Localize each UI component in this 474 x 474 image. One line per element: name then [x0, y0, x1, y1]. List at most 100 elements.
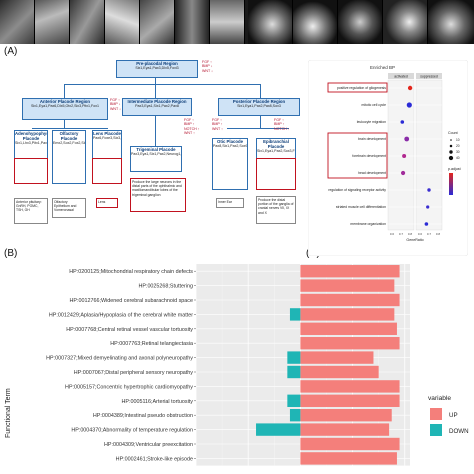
box-genes: Six1,Eya1,Pax3,Dlx5,Foxi3 [135, 66, 179, 70]
category-label: HP:0004309;Ventricular preexcitation [104, 442, 193, 448]
signal-item: WNT ↓ [202, 68, 213, 73]
olfactory-outcome-note: Olfactory Epithelium and Vomeronasal [52, 198, 86, 218]
connector-line [227, 128, 289, 129]
box-genes: Six1,Eya1,Pax2,Pax8,Sox3 [237, 104, 281, 108]
term-label: regulation of signaling receptor activit… [328, 188, 386, 192]
dot-point [404, 136, 410, 142]
signal-list-s3: FGF ↑ BMP ↑ WNT ↑ [212, 118, 223, 131]
dot-point [400, 170, 406, 176]
intermediate-placode-region-box: Intermediate Placode Region Pax3,Eya1,Si… [122, 98, 192, 116]
box-title: Otic Placode [216, 139, 244, 144]
box-genes: Emx2,Sox2,Fox2,Six1,Pax6,Ebf3,Lhx2 [53, 141, 85, 145]
bar-down [287, 365, 301, 379]
signal-item: BMP ↓ [110, 102, 121, 107]
bar-up [300, 351, 374, 364]
term-highlight-frame [327, 82, 388, 93]
epibranchial-outcome-note: Produce the distal portion of the gangli… [256, 196, 296, 224]
dotplot-title: Enriched BP [370, 65, 395, 70]
signal-item: NOTCH ↑ [184, 126, 200, 131]
facet-label: suppressed [420, 75, 438, 79]
bar-chart-content: HP:0200125;Mitochondrial respiratory cha… [46, 264, 469, 466]
legend-size-dot [450, 139, 452, 141]
x-tick-label: 0.7 [399, 232, 404, 236]
signal-item: FGF ↑ [212, 118, 222, 122]
legend-size-label: 10 [456, 138, 460, 142]
signal-item: FGF ↑ [274, 118, 284, 122]
category-label: HP:0007763;Retinal telangiectasia [110, 341, 193, 347]
micrograph-tile [383, 0, 428, 44]
bar-up [300, 337, 400, 350]
x-tick-label: 0.6 [390, 232, 395, 236]
connector-line [64, 84, 260, 85]
panel-label-b: (B) [4, 248, 18, 259]
legend-swatch [430, 424, 442, 436]
otic-placode-box: Otic Placode Pax8,Six1,Pax2,Sox9,Sox10,F… [212, 138, 248, 190]
term-label: forebrain development [352, 154, 386, 158]
term-highlight-frame [327, 132, 388, 179]
bar-down [287, 394, 301, 407]
term-label: striated muscle cell differentiation [336, 205, 386, 209]
facet-panel [387, 79, 415, 231]
microscopy-image-strip [0, 0, 474, 44]
category-label: HP:0200125;Mitochondrial respiratory cha… [69, 269, 193, 275]
box-title: Lens Placode [93, 131, 121, 136]
term-label: head development [358, 171, 386, 175]
term-label: positive regulation of gliogenesis [337, 86, 386, 90]
dot-point [426, 205, 430, 209]
signal-item: BMP ↑ [274, 122, 285, 127]
signal-list-s4: FGF ↑ BMP ↑ NOTCH ↑ WNT ↑ [184, 118, 200, 136]
bar-up [300, 308, 395, 321]
facet-header [416, 73, 442, 79]
connector-line [155, 84, 156, 98]
anterior-placode-region-box: Anterior Placode Region Six1,Eya1,Pax6,D… [22, 98, 108, 120]
x-tick-label: 0.8 [436, 232, 441, 236]
signal-item: WNT ↑ [212, 126, 223, 131]
highlight-frame [14, 158, 48, 184]
enriched-bp-dot-plot: Enriched BP activated suppressed positive … [308, 60, 468, 256]
dot-point [427, 188, 431, 192]
micrograph-tile [70, 0, 105, 44]
signal-item: BMP ↑ [184, 122, 195, 127]
box-genes: Six1,Eya1,Pax6,Dlx5,Otx2,Six3,Pitx1,Fox1 [30, 104, 100, 108]
micrograph-tile [105, 0, 140, 44]
category-label: HP:0005116;Arterial tortuosity [121, 399, 193, 405]
box-title: Anterior Placode Region [39, 99, 91, 104]
micrograph-tile [175, 0, 210, 44]
category-label: HP:0025268;Stuttering [138, 284, 193, 290]
x-tick-label: 0.6 [418, 232, 423, 236]
bar-up [300, 322, 397, 335]
box-genes: Six1,Lhx3,Pitx1,Pax6,Hesx1,Lhx4,Prop1,Tb… [15, 141, 48, 145]
signal-item: FGF ↑ [202, 60, 212, 64]
dot-point [424, 222, 429, 226]
box-genes: Pax8,Six1,Pax2,Sox9,Sox10,Foxg1,Gata3,Ne… [213, 144, 248, 148]
box-genes: Pax3,Eya1,Six1,Pax2,Pax8 [135, 104, 179, 108]
facet-header [388, 73, 414, 79]
legend-label: DOWN [449, 428, 469, 435]
micrograph-tile [210, 0, 245, 44]
category-label: HP:0004370;Abnormality of temperature re… [71, 428, 193, 434]
connector-line [64, 84, 65, 98]
bar-up [300, 409, 392, 422]
bar-up [300, 293, 400, 307]
bar-up [300, 265, 400, 278]
box-title: Pre-placodal Region [136, 61, 178, 66]
legend-title: p.adjust [448, 167, 461, 171]
lens-outcome-note: Lens [96, 198, 118, 208]
box-title: Epibranchial Placode [263, 139, 289, 149]
box-title: Trigeminal Placode [136, 147, 176, 152]
signal-item: WNT ↑ [184, 131, 195, 136]
category-label: HP:0002461;Stroke-like episode [116, 456, 193, 462]
otic-outcome-note: Inner Ear [216, 198, 244, 208]
legend-swatch [430, 408, 442, 420]
bar-up [300, 452, 397, 465]
bar-up [300, 365, 379, 379]
signal-item: FGF ↑ [184, 118, 194, 122]
padj-colorbar [449, 173, 453, 195]
micrograph-tile [35, 0, 70, 44]
legend-size-dot [449, 144, 453, 148]
olfactory-placode-box: Olfactory Placode Emx2,Sox2,Fox2,Six1,Pa… [52, 130, 86, 184]
bar-down [256, 423, 301, 436]
micrograph-tile [248, 0, 293, 44]
bar-up [300, 423, 390, 436]
signal-list-s2: FGF ↑ BMP ↓ WNT ↓ [110, 98, 121, 111]
